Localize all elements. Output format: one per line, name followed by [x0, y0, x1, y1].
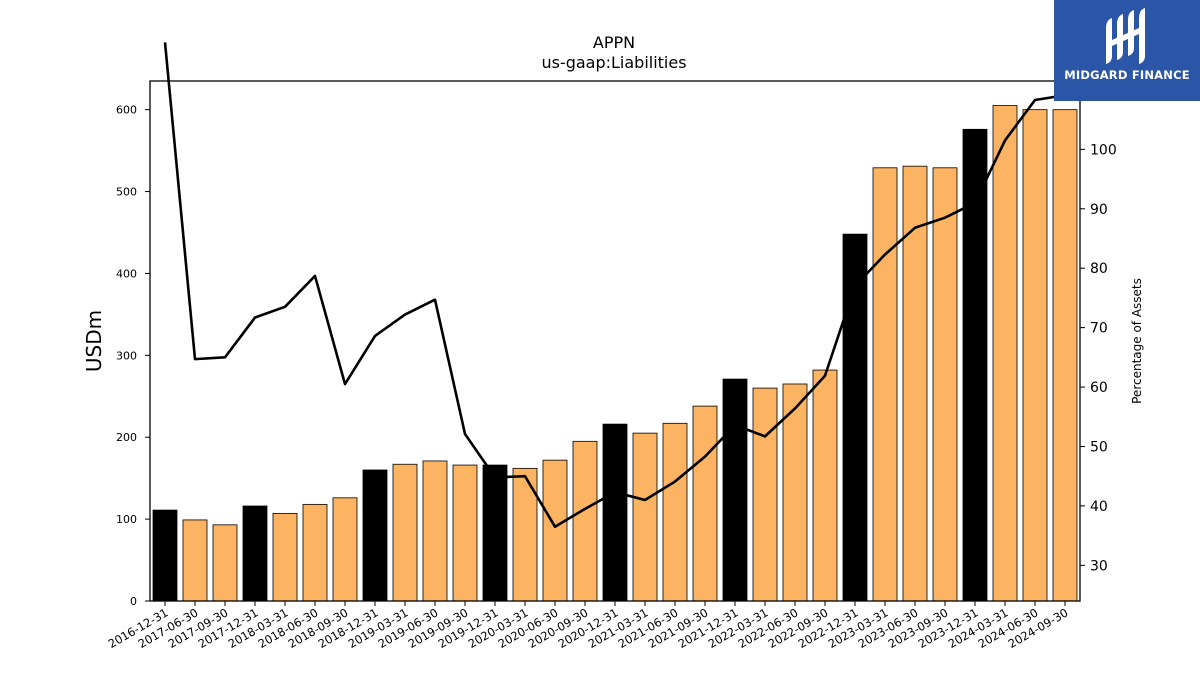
y2-tick-label-30: 30	[1090, 558, 1108, 574]
bar-2018-12-31	[362, 469, 388, 602]
y-tick-label-300: 300	[116, 349, 137, 362]
bar-2018-06-30	[302, 503, 328, 602]
y2-axis-label: Percentage of Assets	[1130, 278, 1144, 404]
bar-2024-03-31	[992, 105, 1018, 602]
line-group	[163, 42, 1066, 529]
bar-2018-03-31	[272, 512, 298, 602]
y2-tick-label-50: 50	[1090, 439, 1108, 455]
chart-subtitle: us-gaap:Liabilities	[541, 53, 686, 72]
brand-logo: MIDGARD FINANCE	[1054, 0, 1200, 101]
midgard-logo-icon	[1106, 8, 1145, 64]
y-tick-label-500: 500	[116, 186, 137, 199]
bar-2019-03-31	[392, 463, 418, 602]
bar-2022-03-31	[752, 387, 778, 602]
bar-2020-12-31	[602, 423, 628, 602]
y-tick-label-200: 200	[116, 431, 137, 444]
bar-2021-03-31	[632, 432, 658, 602]
bar-2020-06-30	[542, 459, 568, 602]
y2-tick-label-60: 60	[1090, 380, 1108, 396]
bar-2022-06-30	[782, 383, 808, 602]
bar-2017-06-30	[182, 519, 208, 602]
bar-2022-09-30	[812, 369, 838, 602]
y-tick-label-100: 100	[116, 513, 137, 526]
percentage-of-assets-line	[163, 42, 1066, 529]
bar-2024-06-30	[1022, 109, 1048, 602]
logo-text: MIDGARD FINANCE	[1064, 68, 1190, 82]
y2-tick-label-40: 40	[1090, 499, 1108, 515]
y-tick-label-0: 0	[130, 595, 137, 608]
bar-2023-03-31	[872, 167, 898, 602]
y2-tick-label-100: 100	[1090, 142, 1117, 158]
bar-2019-06-30	[422, 460, 448, 602]
y-axis-label: USDm	[82, 310, 106, 372]
bar-2023-06-30	[902, 165, 928, 602]
y2-tick-label-80: 80	[1090, 261, 1108, 277]
bar-2021-09-30	[692, 405, 718, 602]
bar-2019-09-30	[452, 464, 478, 602]
bar-2018-09-30	[332, 497, 358, 602]
bar-2021-12-31	[722, 378, 748, 602]
y-tick-label-600: 600	[116, 104, 137, 117]
chart-title: APPN	[593, 33, 635, 52]
y2-tick-label-70: 70	[1090, 321, 1108, 337]
bar-2019-12-31	[482, 464, 508, 602]
bar-2023-09-30	[932, 167, 958, 602]
bar-2024-09-30	[1052, 109, 1078, 602]
bar-2017-12-31	[242, 505, 268, 602]
bar-2016-12-31	[152, 509, 178, 602]
bar-2020-09-30	[572, 440, 598, 602]
bar-group	[152, 105, 1078, 602]
bar-2021-06-30	[662, 422, 688, 602]
y2-tick-label-90: 90	[1090, 202, 1108, 218]
bar-2022-12-31	[842, 233, 868, 602]
y-tick-label-400: 400	[116, 267, 137, 280]
bar-2017-09-30	[212, 524, 238, 602]
